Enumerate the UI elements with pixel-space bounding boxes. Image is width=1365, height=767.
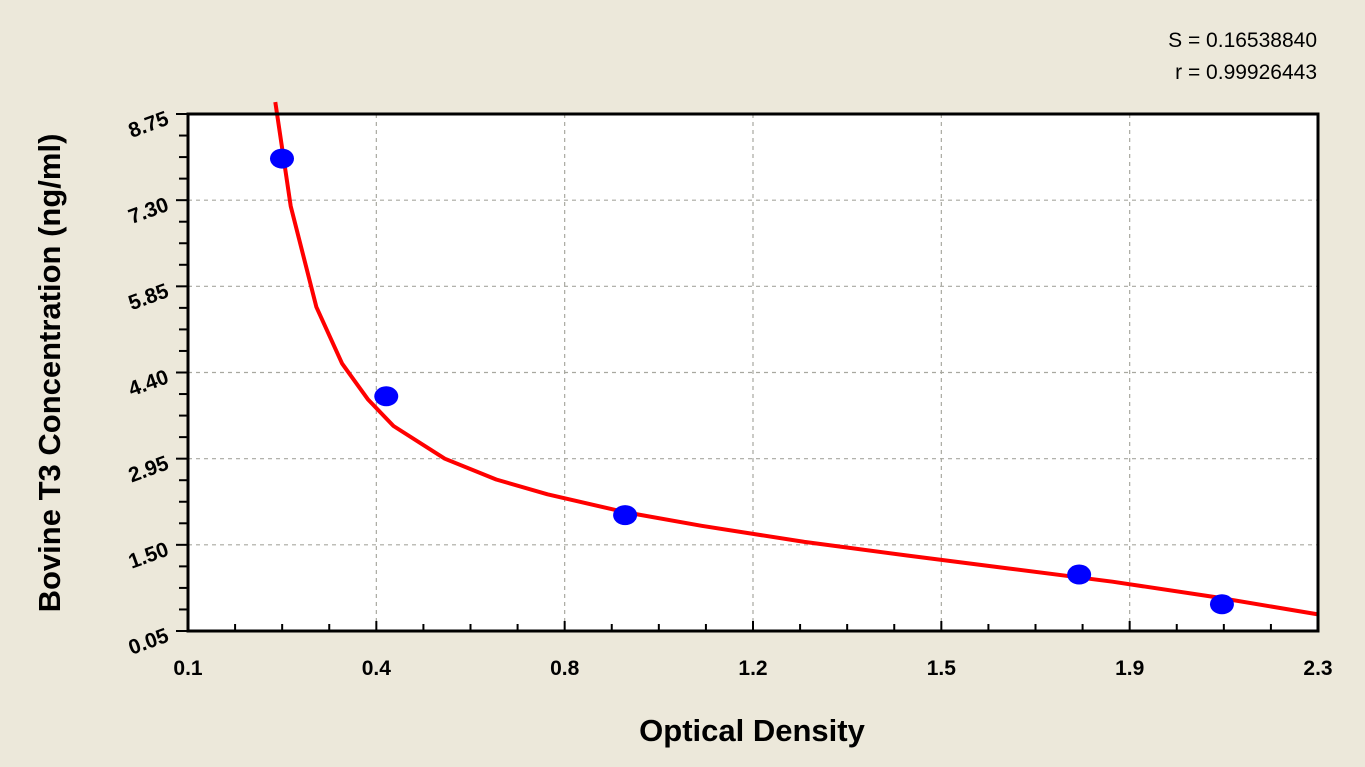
x-tick-label: 0.1 [173,657,203,680]
x-tick-labels: 0.1 0.4 0.8 1.2 1.5 1.9 2.3 [173,657,1332,680]
y-tick-label: 1.50 [125,538,171,574]
y-tick-label: 8.75 [125,107,172,143]
curve-path [273,101,1319,617]
grid-lines [188,114,1318,631]
y-tick-label: 7.30 [125,193,171,229]
y-tick-label: 0.05 [125,624,172,660]
y-tick-labels: 0.05 1.50 2.95 4.40 5.85 7.30 8.75 [125,107,172,660]
data-point [269,148,294,169]
data-point [613,505,638,526]
correlation-label: r = 0.99926443 [1175,61,1317,84]
data-point [374,386,399,407]
data-point [1067,564,1092,585]
y-axis-title: Bovine T3 Concentration (ng/ml) [32,134,67,613]
x-tick-label: 0.8 [550,657,580,680]
x-tick-label: 1.9 [1115,657,1144,680]
data-point [1209,594,1234,615]
plot-frame [186,112,1320,633]
x-tick-label: 1.5 [927,657,957,680]
std-error-label: S = 0.16538840 [1168,29,1317,52]
x-tick-label: 2.3 [1303,657,1332,680]
y-tick-label: 4.40 [125,366,171,402]
x-axis-title: Optical Density [639,713,865,748]
y-tick-label: 2.95 [125,452,172,488]
x-tick-label: 0.4 [362,657,392,680]
fitted-curve [273,101,1319,617]
x-tick-label: 1.2 [738,657,767,680]
y-tick-label: 5.85 [125,279,172,315]
data-points [269,148,1234,615]
